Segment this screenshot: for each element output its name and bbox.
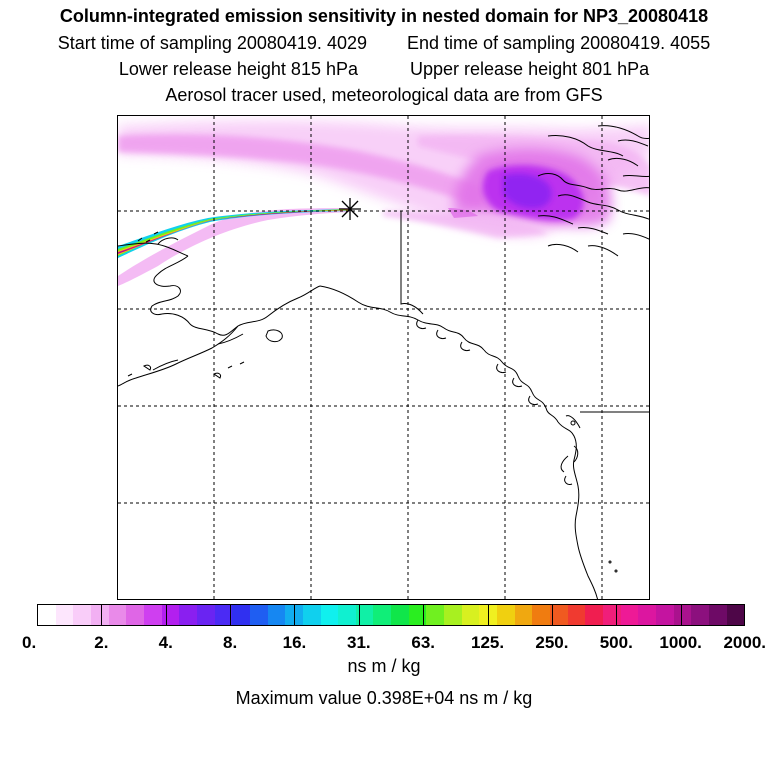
- colorbar-segment: [249, 605, 268, 625]
- colorbar-divider: [681, 604, 682, 626]
- colorbar-segment: [179, 605, 197, 625]
- colorbar-tick-label: 500.: [599, 633, 633, 652]
- map-panel[interactable]: [117, 115, 650, 600]
- colorbar-segment: [514, 605, 533, 625]
- colorbar-segment: [726, 605, 745, 625]
- colorbar-segment: [708, 605, 727, 625]
- colorbar-tick-label: 16.: [282, 633, 307, 652]
- colorbar-segment: [673, 605, 692, 625]
- colorbar-segment: [232, 605, 250, 625]
- colorbar-segment: [691, 605, 709, 625]
- map-canvas: [118, 116, 649, 599]
- upper-height-label: Upper release height 801 hPa: [410, 59, 650, 79]
- colorbar-segment: [408, 605, 427, 625]
- colorbar-segment: [620, 605, 639, 625]
- colorbar-segment: [108, 605, 127, 625]
- release-heights: Lower release height 815 hPa Upper releas…: [0, 58, 768, 80]
- release-track-plume: [118, 209, 350, 258]
- colorbar-tick-label: 0.: [22, 633, 37, 652]
- start-time-label: Start time of sampling 20080419. 4029: [57, 33, 367, 53]
- colorbar-tick-label: 31.: [346, 633, 371, 652]
- colorbar-segment: [373, 605, 392, 625]
- colorbar: [37, 604, 745, 626]
- colorbar-segment: [126, 605, 144, 625]
- lower-height-label: Lower release height 815 hPa: [118, 59, 358, 79]
- colorbar-divider: [488, 604, 489, 626]
- colorbar-segment: [302, 605, 321, 625]
- colorbar-segment: [532, 605, 551, 625]
- end-time-label: End time of sampling 20080419. 4055: [406, 33, 711, 53]
- colorbar-segment: [267, 605, 286, 625]
- colorbar-segment: [55, 605, 74, 625]
- colorbar-segment: [461, 605, 480, 625]
- colorbar-segment: [338, 605, 356, 625]
- emission-sensitivity-plume: [118, 120, 649, 286]
- colorbar-divider: [166, 604, 167, 626]
- colorbar-segment: [585, 605, 603, 625]
- colorbar-divider: [616, 604, 617, 626]
- star-icon: [339, 198, 361, 220]
- colorbar-tick-label: 2000.: [723, 633, 766, 652]
- colorbar-tick-label: 2.: [94, 633, 109, 652]
- tracer-info: Aerosol tracer used, meteorological data…: [165, 85, 603, 105]
- border: [400, 211, 649, 413]
- colorbar-divider: [101, 604, 102, 626]
- colorbar-segment: [214, 605, 233, 625]
- colorbar-tick-label: 4.: [158, 633, 173, 652]
- colorbar-tick-label: 63.: [411, 633, 435, 652]
- colorbar-segment: [426, 605, 445, 625]
- colorbar-segment: [550, 605, 568, 625]
- colorbar-tick-label: 250.: [535, 633, 569, 652]
- coastline: [118, 125, 649, 599]
- colorbar-tick-label: 8.: [222, 633, 238, 652]
- maximum-value-label: Maximum value 0.398E+04 ns m / kg: [235, 688, 533, 708]
- colorbar-tick-label: 125.: [470, 633, 505, 652]
- colorbar-segment: [196, 605, 215, 625]
- graticule: [118, 116, 649, 599]
- colorbar-divider: [294, 604, 295, 626]
- colorbar-divider: [359, 604, 360, 626]
- colorbar-segment: [161, 605, 180, 625]
- colorbar-segment: [638, 605, 656, 625]
- colorbar-segment: [38, 605, 56, 625]
- colorbar-segment: [391, 605, 409, 625]
- colorbar-segment: [603, 605, 621, 625]
- colorbar-divider: [230, 604, 231, 626]
- colorbar-segment: [497, 605, 515, 625]
- colorbar-divider: [552, 604, 553, 626]
- colorbar-segment: [444, 605, 462, 625]
- colorbar-segment: [73, 605, 91, 625]
- sampling-times: Start time of sampling 20080419. 4029 End…: [0, 32, 768, 54]
- colorbar-segment: [567, 605, 586, 625]
- plot-title: Column-integrated emission sensitivity i…: [59, 6, 709, 26]
- colorbar-segment: [355, 605, 374, 625]
- colorbar-divider: [423, 604, 424, 626]
- colorbar-tick-label: 1000.: [659, 633, 702, 652]
- colorbar-segment: [90, 605, 109, 625]
- colorbar-segment: [143, 605, 162, 625]
- colorbar-unit: ns m / kg: [347, 656, 421, 676]
- colorbar-segment: [320, 605, 339, 625]
- colorbar-segment: [655, 605, 674, 625]
